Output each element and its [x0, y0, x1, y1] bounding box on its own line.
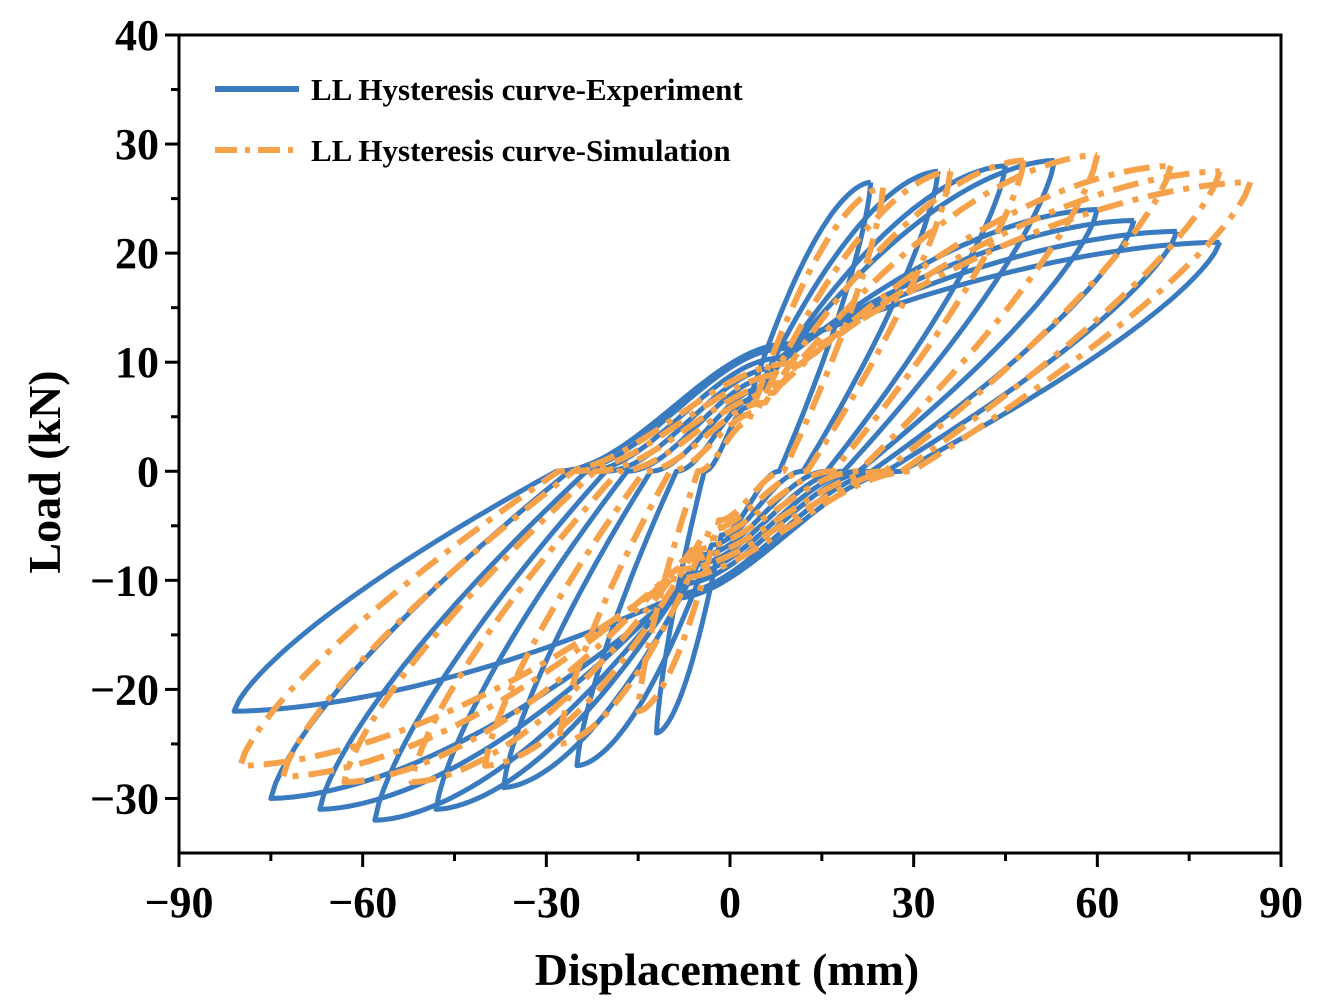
legend-label-simulation: LL Hysteresis curve-Simulation [311, 133, 731, 168]
ticks-layer: −90 −60 −30 0 30 60 90 −30 −20 −10 0 10 20 30 40 [90, 11, 1303, 927]
y-tick-label: 20 [115, 229, 159, 278]
x-tick-label: 60 [1075, 878, 1119, 927]
x-tick-label: 90 [1259, 878, 1303, 927]
y-tick-label: 0 [137, 447, 159, 496]
y-tick-label: −30 [90, 774, 159, 823]
simulation-loop-3 [482, 157, 1027, 769]
x-tick-label: −30 [512, 878, 581, 927]
x-tick-label: −90 [144, 878, 213, 927]
x-tick-label: 30 [892, 878, 936, 927]
simulation-loop-2 [555, 168, 954, 747]
y-tick-label: −20 [90, 665, 159, 714]
series-experiment [231, 157, 1223, 823]
simulation-loop-7 [237, 179, 1254, 769]
legend: LL Hysteresis curve-Experiment LL Hyster… [215, 72, 743, 168]
simulation-loop-5 [341, 162, 1174, 786]
experiment-loop-7 [268, 228, 1180, 801]
y-tick-label: 30 [115, 120, 159, 169]
simulation-loop-4 [408, 152, 1101, 786]
legend-label-experiment: LL Hysteresis curve-Experiment [311, 72, 743, 107]
x-tick-label: 0 [719, 878, 741, 927]
y-axis-title: Load (kN) [19, 370, 70, 573]
y-tick-label: 40 [115, 11, 159, 60]
y-tick-label: 10 [115, 338, 159, 387]
x-tick-label: −60 [328, 878, 397, 927]
simulation-loop-1 [635, 184, 887, 715]
experiment-loop-6 [317, 217, 1137, 812]
y-tick-label: −10 [90, 556, 159, 605]
x-axis-title: Displacement (mm) [535, 944, 920, 995]
curves-layer [231, 152, 1254, 823]
series-simulation [237, 152, 1254, 786]
simulation-loop-6 [280, 168, 1223, 780]
